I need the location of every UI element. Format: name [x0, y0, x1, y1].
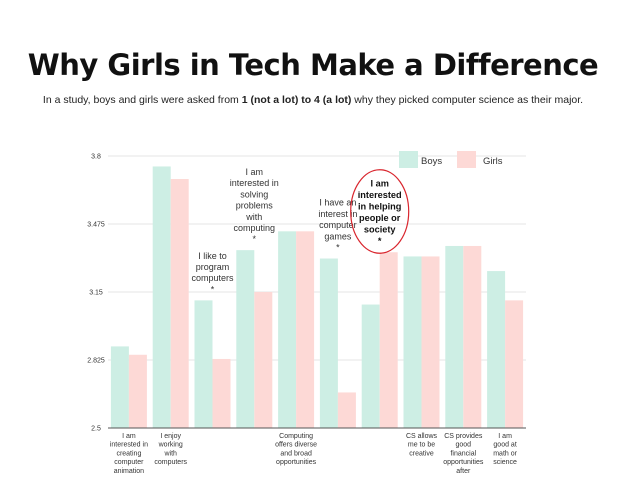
- bar-boys-6: [361, 304, 380, 428]
- bar-boys-5: [319, 258, 338, 428]
- subtitle-text-start: In a study, boys and girls were asked fr…: [42, 94, 242, 106]
- subtitle-text-scale: 1 (not a lot) to 4 (a lot): [241, 94, 352, 106]
- bar-boys-9: [487, 271, 506, 428]
- x-category-label-line: I am: [498, 433, 512, 440]
- annotation-line: solving: [240, 189, 268, 199]
- x-category-label-line: financial: [450, 450, 476, 457]
- x-category-label-line: animation: [114, 468, 144, 475]
- bar-girls-5: [337, 392, 356, 428]
- x-category-label-line: CS provides: [444, 433, 483, 440]
- bar-boys-3: [236, 250, 255, 428]
- bar-girls-3: [254, 292, 273, 428]
- x-category-label-line: I enjoy: [160, 433, 181, 440]
- x-category-label-8: CS provides good financial opportunities aft…: [443, 433, 484, 475]
- annotation-line: games: [324, 231, 352, 241]
- annotation-line: *: [378, 236, 382, 246]
- y-tick-label-3: 3.475: [87, 222, 105, 229]
- chart-subtitle: In a study, boys and girls were asked fr…: [0, 94, 626, 106]
- highlight-circle: [350, 169, 410, 254]
- bar-boys-7: [403, 256, 422, 428]
- x-category-label-line: I am: [122, 433, 136, 440]
- subtitle-text-end: why they picked computer science as thei…: [351, 94, 584, 106]
- y-tick-label-1: 2.825: [87, 358, 105, 365]
- annotation-line: I have an: [319, 198, 356, 208]
- x-category-label-line: math or: [493, 450, 517, 457]
- legend-label-boys: Boys: [421, 156, 442, 167]
- bar-boys-2: [194, 300, 213, 428]
- annotation-line: interest in: [318, 209, 357, 219]
- x-category-label-line: interested in: [110, 442, 148, 449]
- annotation-line: computer: [319, 220, 357, 230]
- bar-girls-8: [463, 245, 482, 428]
- bar-girls-4: [296, 231, 315, 428]
- bar-girls-7: [421, 256, 440, 428]
- annotation-line: with: [245, 212, 262, 222]
- bar-boys-1: [152, 166, 171, 428]
- x-category-label-4: Computing offers diverse and broad opportun…: [275, 433, 317, 466]
- annotation-line: *: [253, 234, 257, 244]
- x-category-label-9: I am good at math or science: [493, 433, 517, 466]
- annotation-line: interested: [358, 190, 402, 200]
- x-category-label-line: science: [493, 459, 517, 466]
- y-tick-label-2: 3.15: [89, 290, 103, 297]
- x-category-label-0: I am interested in creating computer animati…: [110, 433, 148, 475]
- legend-label-girls: Girls: [483, 156, 503, 167]
- legend-swatch-boys: [399, 151, 418, 168]
- bar-boys-0: [110, 346, 129, 428]
- x-category-label-line: CS allows: [406, 433, 438, 440]
- annotation-line: computing: [234, 223, 276, 233]
- annotation-line: program: [196, 262, 230, 272]
- annotation-line: computers: [191, 273, 234, 283]
- x-category-label-1: I enjoy working with computers: [154, 433, 187, 466]
- x-category-label-line: me to be: [408, 442, 435, 449]
- annotation-line: I am: [246, 167, 264, 177]
- x-category-label-line: opportunities: [443, 459, 484, 466]
- bar-boys-8: [445, 245, 464, 428]
- x-category-label-line: good at: [493, 442, 516, 449]
- annotation-line: people or: [359, 213, 401, 223]
- chart-title: Why Girls in Tech Make a Difference: [27, 48, 599, 82]
- annotation-line: I like to: [198, 251, 227, 261]
- annotation-line: society: [364, 225, 397, 235]
- bar-girls-0: [128, 354, 147, 428]
- x-category-label-line: and broad: [280, 450, 312, 457]
- annotation-line: in helping: [358, 202, 401, 212]
- x-category-label-line: creating: [116, 450, 141, 457]
- legend-swatch-girls: [457, 151, 476, 168]
- x-category-label-line: offers diverse: [275, 442, 317, 449]
- x-category-label-line: working: [158, 442, 183, 449]
- annotation-line: *: [336, 243, 340, 253]
- annotation-0: I like to program computers *: [191, 251, 234, 295]
- annotation-2: I have an interest in computer games *: [318, 198, 357, 253]
- x-category-label-line: computer: [114, 459, 144, 466]
- bar-girls-1: [170, 179, 189, 428]
- annotation-1: I am interested in solving problems with comp…: [230, 167, 279, 244]
- y-tick-label-4: 3.8: [91, 154, 101, 161]
- bar-girls-6: [379, 252, 398, 428]
- bar-girls-9: [505, 300, 524, 428]
- x-category-label-line: creative: [409, 450, 434, 457]
- x-category-label-line: good: [456, 442, 472, 449]
- annotation-line: problems: [236, 201, 274, 211]
- bar-boys-4: [278, 231, 297, 428]
- x-category-label-line: after: [456, 468, 471, 475]
- annotation-line: interested in: [230, 178, 279, 188]
- x-category-label-line: Computing: [279, 433, 313, 440]
- annotation-line: *: [211, 284, 215, 294]
- y-tick-label-0: 2.5: [91, 426, 101, 433]
- bar-girls-2: [212, 358, 231, 428]
- annotation-line: I am: [371, 179, 389, 189]
- x-category-label-7: CS allows me to be creative: [406, 433, 438, 457]
- x-category-label-line: with: [163, 450, 177, 457]
- x-category-label-line: opportunities: [276, 459, 317, 466]
- x-category-label-line: computers: [154, 459, 187, 466]
- annotation-3: I am interested in helping people or society…: [358, 179, 402, 247]
